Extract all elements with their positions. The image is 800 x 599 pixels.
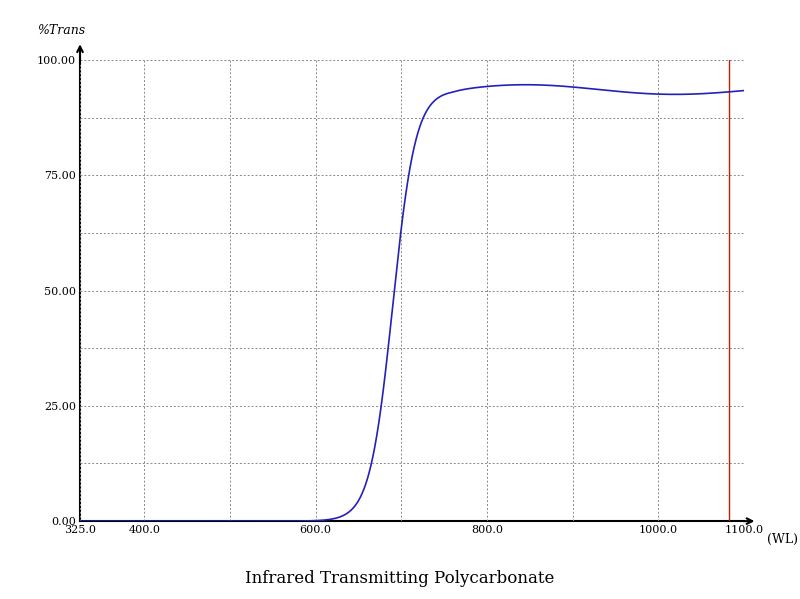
Text: %Trans: %Trans — [37, 24, 85, 37]
Text: (WL): (WL) — [767, 533, 798, 546]
Text: Infrared Transmitting Polycarbonate: Infrared Transmitting Polycarbonate — [246, 570, 554, 587]
